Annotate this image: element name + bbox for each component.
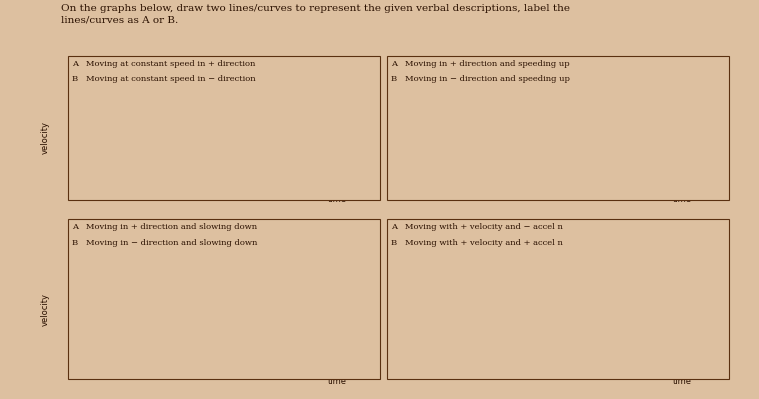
Text: A   Moving in + direction and speeding up: A Moving in + direction and speeding up <box>391 60 569 68</box>
Text: time: time <box>673 377 692 386</box>
Text: A   Moving in + direction and slowing down: A Moving in + direction and slowing down <box>72 223 257 231</box>
Text: velocity: velocity <box>352 293 361 326</box>
Text: A   Moving with + velocity and − accel n: A Moving with + velocity and − accel n <box>391 223 562 231</box>
Text: B   Moving in − direction and slowing down: B Moving in − direction and slowing down <box>72 239 257 247</box>
Text: B   Moving in − direction and speeding up: B Moving in − direction and speeding up <box>391 75 570 83</box>
Text: velocity: velocity <box>41 293 50 326</box>
Text: B   Moving at constant speed in − direction: B Moving at constant speed in − directio… <box>72 75 256 83</box>
Text: B   Moving with + velocity and + accel n: B Moving with + velocity and + accel n <box>391 239 562 247</box>
Text: time: time <box>673 196 692 204</box>
Text: velocity: velocity <box>41 121 50 154</box>
Text: On the graphs below, draw two lines/curves to represent the given verbal descrip: On the graphs below, draw two lines/curv… <box>61 4 570 25</box>
Text: velocity: velocity <box>352 121 361 154</box>
Text: time: time <box>328 196 347 204</box>
Text: time: time <box>328 377 347 386</box>
Text: A   Moving at constant speed in + direction: A Moving at constant speed in + directio… <box>72 60 256 68</box>
